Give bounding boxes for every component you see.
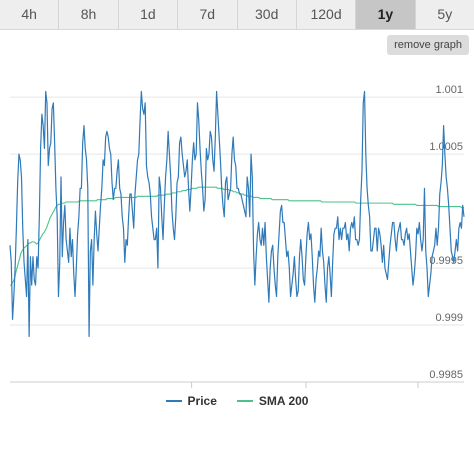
chart-gridlines: [10, 96, 464, 383]
legend-swatch-price: [165, 400, 182, 402]
legend-label-sma: SMA 200: [258, 394, 309, 408]
y-tick-label: 1.0005: [429, 141, 463, 153]
chart-legend: Price SMA 200: [0, 390, 474, 412]
tab-1d[interactable]: 1d: [118, 0, 179, 29]
y-tick-label: 0.9985: [429, 369, 463, 381]
tab-30d[interactable]: 30d: [237, 0, 297, 29]
legend-label-price: Price: [187, 394, 217, 408]
legend-swatch-sma: [236, 400, 253, 402]
remove-graph-button[interactable]: remove graph: [387, 35, 469, 55]
tab-4h[interactable]: 4h: [0, 0, 60, 29]
y-axis-tick-labels: 0.9985 0.999 0.9995 1.0005 1.001: [429, 84, 463, 381]
y-tick-label: 1.001: [435, 84, 463, 96]
tab-5y[interactable]: 5y: [415, 0, 474, 29]
x-axis: Oct '25Jan '26Apr '26: [10, 381, 464, 388]
y-tick-label: 0.999: [435, 312, 463, 324]
legend-item-sma[interactable]: SMA 200: [236, 394, 309, 408]
series-line-sma-200: [10, 186, 464, 286]
price-chart: 0.9985 0.999 0.9995 1.0005 1.001 Oct '25Jan …: [9, 84, 465, 388]
legend-item-price[interactable]: Price: [165, 394, 217, 408]
timeframe-tabs: 4h 8h 1d 7d 30d 120d 1y 5y: [0, 0, 474, 30]
chart-series: [9, 90, 465, 338]
tab-8h[interactable]: 8h: [59, 0, 119, 29]
tab-1y[interactable]: 1y: [356, 0, 416, 29]
series-line-price: [9, 90, 465, 338]
tab-120d[interactable]: 120d: [296, 0, 357, 29]
y-tick-label: 0.9995: [429, 255, 463, 267]
tab-7d[interactable]: 7d: [178, 0, 238, 29]
